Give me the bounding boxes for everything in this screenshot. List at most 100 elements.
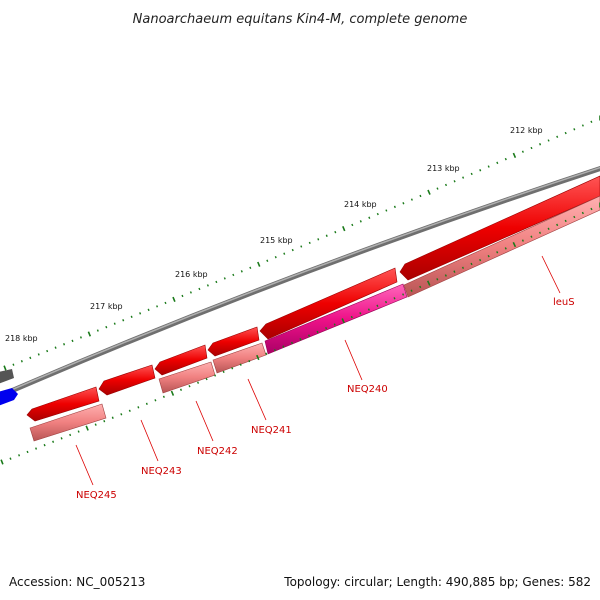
outer-ruler-minor-tick (444, 183, 448, 187)
outer-ruler-minor-tick (393, 205, 396, 209)
tick-label-215kbp: 215 kbp (260, 236, 293, 245)
inner-ruler-minor-tick (316, 330, 319, 334)
outer-ruler-minor-tick (223, 277, 226, 280)
inner-ruler-minor-tick (273, 349, 276, 352)
outer-ruler-minor-tick (470, 172, 473, 176)
outer-ruler-minor-tick (164, 301, 167, 305)
outer-ruler-minor-tick (368, 216, 371, 219)
outer-ruler-minor-tick (573, 128, 576, 131)
outer-ruler (3, 115, 600, 371)
inner-ruler-minor-tick (18, 454, 21, 457)
leader-leus (541, 255, 561, 294)
inner-ruler-minor-tick (231, 367, 234, 370)
outer-ruler-minor-tick (590, 120, 593, 123)
outer-ruler-minor-tick (139, 312, 142, 315)
outer-ruler-major-tick (172, 296, 176, 303)
inner-ruler-minor-tick (487, 254, 490, 258)
gene-label-leus: leuS (553, 297, 575, 308)
tick-labels: 212 kbp 213 kbp 214 kbp 215 kbp 216 kbp … (5, 126, 543, 343)
outer-ruler-minor-tick (105, 325, 108, 329)
inner-ruler-minor-tick (60, 437, 63, 440)
outer-ruler-major-tick (342, 225, 346, 232)
outer-ruler-minor-tick (215, 280, 218, 284)
cds-arrow-neq243 (98, 364, 156, 396)
outer-ruler-minor-tick (453, 180, 456, 183)
inner-ruler-minor-tick (103, 420, 106, 423)
label-leaders (75, 255, 561, 486)
cds-track (26, 175, 600, 422)
inner-ruler-minor-tick (265, 352, 268, 356)
inner-ruler-major-tick (0, 459, 4, 465)
leader-neq243 (140, 419, 159, 462)
outer-ruler-minor-tick (547, 139, 550, 142)
outer-ruler-minor-tick (581, 124, 584, 127)
inner-ruler-minor-tick (145, 402, 148, 405)
inner-ruler-minor-tick (402, 293, 405, 296)
tick-label-216kbp: 216 kbp (175, 270, 208, 279)
tick-label-212kbp: 212 kbp (510, 126, 543, 135)
outer-ruler-minor-tick (122, 319, 125, 322)
inner-ruler-minor-tick (222, 370, 225, 374)
outer-ruler-minor-tick (20, 360, 23, 363)
inner-ruler-minor-tick (307, 334, 311, 337)
outer-ruler-minor-tick (521, 150, 524, 153)
inner-ruler-minor-tick (581, 211, 584, 215)
cds-arrow-neq242 (154, 344, 208, 376)
inner-ruler-minor-tick (350, 315, 353, 319)
outer-ruler-minor-tick (130, 315, 133, 318)
outer-ruler-minor-tick (385, 209, 388, 212)
leader-neq241 (247, 378, 267, 421)
inner-ruler-minor-tick (410, 289, 413, 292)
inner-ruler-minor-tick (504, 247, 507, 250)
inner-ruler-major-tick (426, 280, 431, 286)
cds-arrow-neq240 (259, 267, 398, 340)
outer-ruler-minor-tick (504, 157, 507, 161)
outer-ruler-minor-tick (410, 198, 413, 201)
inner-ruler-minor-tick (26, 450, 29, 454)
inner-ruler-minor-tick (282, 345, 285, 348)
tick-label-214kbp: 214 kbp (344, 200, 377, 209)
inner-ruler-minor-tick (77, 430, 80, 433)
outer-ruler-minor-tick (376, 212, 379, 216)
inner-ruler-minor-tick (384, 300, 388, 304)
inner-ruler-minor-tick (94, 423, 97, 426)
gene-track (29, 195, 600, 442)
inner-ruler-minor-tick (564, 219, 567, 223)
inner-ruler-minor-tick (444, 274, 447, 277)
inner-ruler-minor-tick (69, 433, 72, 437)
inner-ruler-minor-tick (179, 388, 183, 391)
outer-ruler-minor-tick (12, 363, 15, 366)
leader-neq240 (344, 339, 363, 381)
outer-ruler-minor-tick (462, 176, 465, 179)
inner-ruler-minor-tick (436, 278, 439, 281)
inner-ruler-major-tick (85, 425, 89, 431)
inner-ruler-minor-tick (556, 223, 559, 227)
outer-ruler-minor-tick (564, 131, 567, 135)
outer-ruler-minor-tick (308, 241, 311, 245)
outer-ruler-minor-tick (206, 284, 209, 287)
cds-arrow-leus (399, 175, 600, 281)
inner-ruler-minor-tick (162, 395, 165, 398)
outer-ruler-minor-tick (539, 143, 542, 146)
outer-ruler-minor-tick (325, 234, 328, 237)
outer-ruler-minor-tick (496, 161, 499, 165)
inner-ruler-minor-tick (590, 207, 593, 211)
map-title: Nanoarchaeum equitans Kin4-M, complete g… (133, 12, 468, 27)
outer-ruler-minor-tick (113, 322, 116, 325)
inner-ruler-major-tick (512, 241, 517, 248)
outer-ruler-minor-tick (487, 165, 490, 168)
outer-ruler-minor-tick (249, 266, 252, 269)
gene-label-neq240: NEQ240 (347, 384, 388, 395)
inner-ruler-minor-tick (453, 270, 456, 273)
outer-ruler-minor-tick (351, 223, 354, 227)
gene-bar-neq245 (29, 403, 107, 442)
inner-ruler-minor-tick (547, 227, 550, 230)
gene-bar-leus (403, 195, 600, 298)
inner-ruler-minor-tick (43, 443, 46, 447)
outer-ruler-major-tick (87, 331, 92, 337)
inner-ruler-minor-tick (239, 363, 242, 366)
inner-ruler-minor-tick (128, 409, 131, 412)
inner-ruler-major-tick (170, 390, 175, 396)
outer-ruler-minor-tick (402, 202, 405, 205)
